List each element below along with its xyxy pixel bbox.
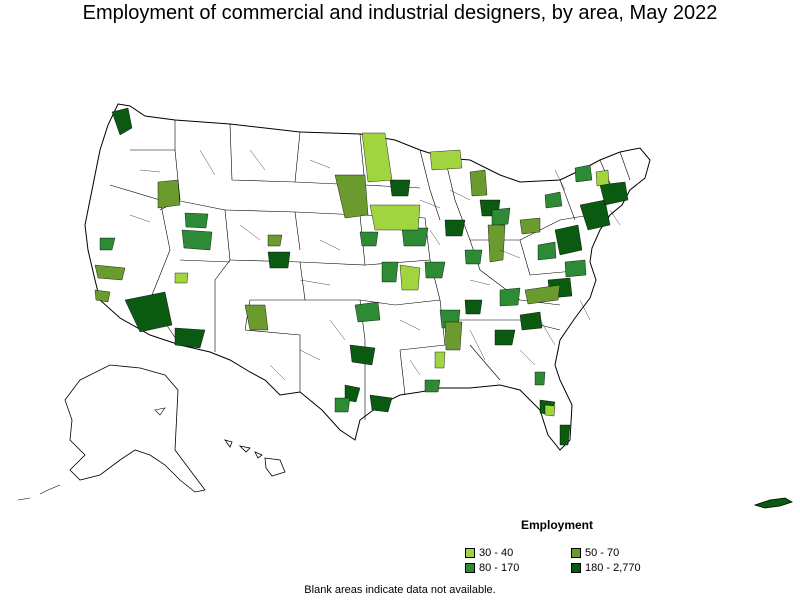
legend-label: 80 - 170 bbox=[479, 562, 520, 574]
alaska-islands bbox=[17, 407, 166, 501]
state-borders bbox=[109, 120, 631, 420]
legend-swatch bbox=[465, 563, 475, 573]
legend-label: 50 - 70 bbox=[585, 547, 620, 559]
legend-swatch bbox=[571, 563, 581, 573]
legend-label: 180 - 2,770 bbox=[585, 562, 641, 574]
legend-label: 30 - 40 bbox=[479, 547, 514, 559]
legend-title: Employment bbox=[521, 518, 594, 532]
legend-item-30-40: 30 - 40 bbox=[465, 547, 513, 559]
alaska-outline bbox=[64, 364, 206, 493]
footnote: Blank areas indicate data not available. bbox=[304, 584, 496, 596]
legend-item-80-170: 80 - 170 bbox=[465, 562, 519, 574]
legend-swatch bbox=[571, 548, 581, 558]
map-title: Employment of commercial and industrial … bbox=[82, 2, 718, 24]
legend-item-50-70: 50 - 70 bbox=[571, 547, 619, 559]
area-shapes bbox=[94, 107, 629, 446]
area-borders bbox=[129, 149, 621, 381]
hawaii-islands bbox=[224, 439, 286, 477]
legend-swatch bbox=[465, 548, 475, 558]
legend-item-180-2770: 180 - 2,770 bbox=[571, 562, 641, 574]
puerto-rico-outline bbox=[753, 497, 793, 509]
